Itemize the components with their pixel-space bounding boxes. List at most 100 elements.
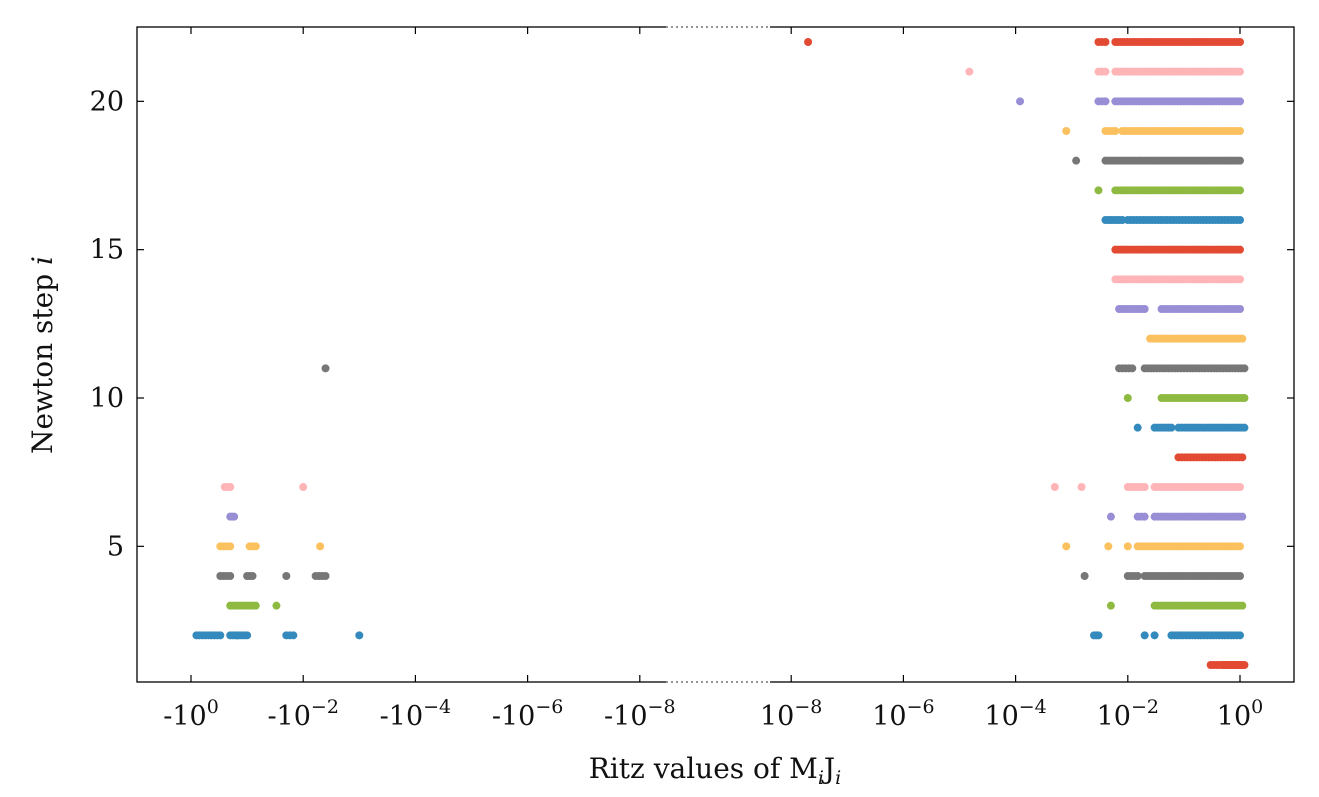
ritz-point (1236, 127, 1244, 135)
series-step-14 (1111, 275, 1244, 284)
ritz-point (1238, 601, 1247, 610)
x-axis-title-text: Ritz values of M (589, 752, 818, 785)
x-tick-pos-3-label: 10−2 (1097, 696, 1159, 732)
y-tick-15-label: 15 (90, 235, 124, 266)
series-step-6 (226, 512, 1247, 521)
ritz-point (230, 512, 239, 521)
ritz-point (226, 572, 235, 580)
ritz-point (1133, 423, 1142, 432)
ritz-point (1080, 572, 1089, 580)
ritz-point (355, 631, 364, 640)
ritz-point (1167, 423, 1176, 432)
x-axis-title-sub2: i (835, 767, 841, 789)
series-step-1 (1206, 661, 1249, 669)
ritz-point (216, 631, 225, 640)
ritz-point (1104, 542, 1113, 551)
ritz-point (1140, 631, 1149, 640)
ritz-point (1094, 186, 1103, 195)
ritz-point (299, 483, 308, 491)
x-tick-pos-4-label: 100 (1217, 696, 1263, 732)
x-tick-neg-2-label: -10−4 (380, 696, 452, 732)
ritz-point (1236, 631, 1244, 640)
ritz-point (1236, 483, 1244, 491)
ritz-point (1236, 216, 1244, 224)
ritz-point (1240, 661, 1249, 669)
ritz-point (1236, 245, 1244, 254)
series-step-21 (965, 67, 1244, 76)
series-step-3 (226, 601, 1247, 610)
series-step-9 (1133, 423, 1249, 432)
x-tick-neg-1-label: -10−2 (267, 696, 339, 732)
ritz-point (1236, 156, 1244, 165)
series-step-15 (1111, 245, 1244, 254)
x-axis-title: Ritz values of MiJi (589, 752, 841, 789)
ritz-point (1236, 186, 1244, 195)
ritz-point (1101, 97, 1110, 106)
plot-area (136, 25, 1295, 684)
ritz-point (251, 601, 260, 610)
x-tick-pos-0-label: 10−8 (760, 696, 822, 732)
series-step-12 (1146, 334, 1247, 343)
series-step-11 (321, 364, 1249, 373)
ritz-point (1140, 483, 1149, 491)
series-step-2 (192, 631, 1244, 640)
ritz-point (1236, 542, 1244, 551)
series-step-18 (1072, 156, 1244, 165)
axis-ticks (137, 27, 1294, 682)
ritz-point (233, 631, 242, 640)
ritz-point (1238, 334, 1247, 343)
ritz-point (1240, 423, 1249, 432)
ritz-point (1106, 601, 1115, 610)
ritz-point (1238, 512, 1247, 521)
series-step-10 (1123, 394, 1249, 402)
ritz-point (1101, 67, 1110, 76)
data-points (192, 38, 1249, 669)
ritz-point (1236, 275, 1244, 284)
x-tick-pos-1-label: 10−6 (872, 696, 934, 732)
y-tick-labels: 5 10 15 20 (90, 86, 124, 562)
ritz-point (1016, 97, 1025, 106)
ritz-point (1072, 156, 1081, 165)
series-step-13 (1115, 305, 1244, 313)
ritz-point (321, 364, 330, 373)
x-tick-neg-0-label: -100 (163, 696, 219, 732)
series-step-8 (1174, 453, 1247, 462)
ritz-point (226, 483, 235, 491)
ritz-point (1128, 364, 1137, 373)
x-axis-title-mid: J (821, 752, 835, 785)
y-axis-title-var: i (26, 256, 59, 265)
ritz-point (226, 542, 235, 551)
ritz-point (1077, 483, 1086, 491)
series-step-7 (220, 483, 1244, 491)
ritz-point (272, 601, 281, 610)
ritz-point (1236, 305, 1244, 313)
ritz-point (1050, 483, 1059, 491)
ritz-point (1140, 305, 1149, 313)
ritz-point (1094, 631, 1103, 640)
series-step-17 (1094, 186, 1244, 195)
ritz-point (248, 572, 257, 580)
ritz-point (965, 67, 974, 76)
ritz-point (1240, 394, 1249, 402)
ritz-point (1150, 631, 1159, 640)
ritz-point (321, 572, 330, 580)
axis-break-marks (666, 25, 770, 684)
ritz-point (1140, 512, 1149, 521)
y-axis-title: Newton step i (26, 256, 59, 454)
ritz-point (1101, 38, 1110, 46)
ritz-point (243, 631, 252, 640)
ritz-point (1236, 572, 1244, 580)
ritz-point (1123, 542, 1132, 551)
series-step-19 (1062, 127, 1244, 135)
ritz-point (282, 572, 291, 580)
ritz-point (1236, 38, 1244, 46)
series-step-20 (1016, 97, 1244, 106)
x-tick-labels: -100 -10−2 -10−4 -10−6 -10−8 10−8 10−6 10−4 10−2… (163, 696, 1263, 732)
series-step-5 (216, 542, 1244, 551)
y-axis-title-text: Newton step (26, 265, 59, 454)
x-tick-pos-2-label: 10−4 (984, 696, 1046, 732)
plot-frame (136, 26, 1295, 683)
ritz-point (1236, 67, 1244, 76)
y-tick-5-label: 5 (107, 531, 124, 562)
